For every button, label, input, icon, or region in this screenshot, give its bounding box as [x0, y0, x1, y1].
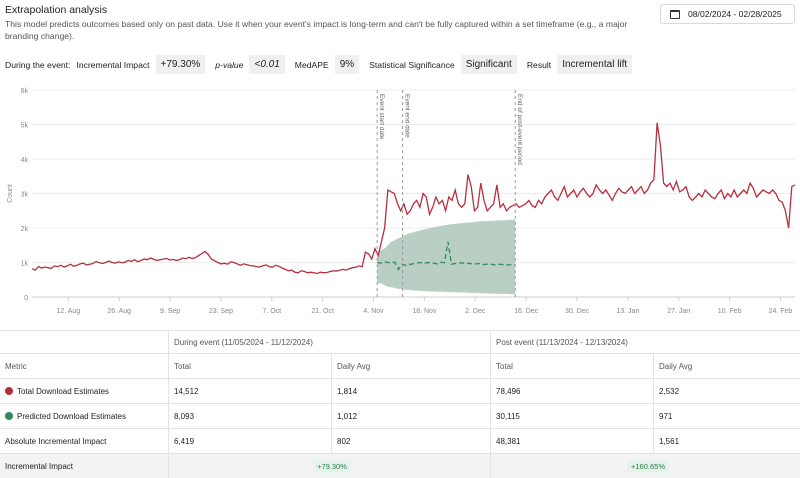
cell: 1,012	[332, 404, 491, 429]
extrapolation-chart: 0 1k 2k 3k 4k 5k 6k Count 12. Aug 26. Aug 9. Sep 23…	[0, 84, 800, 324]
x-tick-label: 21. Oct	[311, 308, 334, 315]
cell: 8,093	[169, 404, 332, 429]
results-table: During event (11/05/2024 - 11/12/2024) P…	[0, 330, 800, 478]
significance-label: Statistical Significance	[369, 60, 455, 70]
col-metric: Metric	[0, 354, 169, 379]
y-tick-label: 2k	[21, 226, 29, 233]
col-during-total: Total	[169, 354, 332, 379]
during-event-header: During event (11/05/2024 - 11/12/2024)	[169, 331, 491, 354]
x-tick-label: 27. Jan	[667, 308, 690, 315]
predicted-series-dot-icon	[5, 412, 13, 420]
event-marker-label: Event end date	[404, 94, 411, 138]
col-post-daily: Daily Avg	[654, 354, 800, 379]
incremental-impact-value: +79.30%	[156, 55, 206, 74]
y-tick-label: 1k	[21, 261, 29, 268]
x-tick-label: 23. Sep	[209, 308, 233, 315]
significance-value: Significant	[461, 55, 517, 74]
y-tick-label: 5k	[21, 123, 29, 130]
post-impact-pill: +160.65%	[627, 460, 669, 473]
metrics-bar: During the event: Incremental Impact +79…	[5, 55, 642, 74]
x-tick-label: 18. Nov	[412, 308, 437, 315]
table-row: Total Download Estimates 14,512 1,814 78…	[0, 379, 800, 404]
cell: 78,496	[491, 379, 654, 404]
cell: 2,532	[654, 379, 800, 404]
page-description: This model predicts outcomes based only …	[5, 18, 655, 42]
row-label: Absolute Incremental Impact	[0, 429, 169, 454]
x-tick-label: 24. Feb	[769, 308, 793, 315]
pvalue-value: <0.01	[249, 55, 284, 74]
col-post-total: Total	[491, 354, 654, 379]
total-series-dot-icon	[5, 387, 13, 395]
cell: 30,115	[491, 404, 654, 429]
table-row: Predicted Download Estimates 8,093 1,012…	[0, 404, 800, 429]
row-label: Predicted Download Estimates	[17, 412, 126, 421]
row-label: Total Download Estimates	[17, 387, 109, 396]
col-during-daily: Daily Avg	[332, 354, 491, 379]
during-event-label: During the event:	[5, 60, 70, 70]
cell: 48,381	[491, 429, 654, 454]
row-label: Incremental Impact	[0, 454, 169, 478]
date-range-picker[interactable]: 08/02/2024 - 02/28/2025	[660, 4, 795, 24]
y-tick-label: 6k	[21, 88, 29, 95]
cell: 971	[654, 404, 800, 429]
medape-label: MedAPE	[295, 60, 329, 70]
table-header-row: During event (11/05/2024 - 11/12/2024) P…	[0, 331, 800, 354]
post-event-header: Post event (11/13/2024 - 12/13/2024)	[491, 331, 800, 354]
date-range-text: 08/02/2024 - 02/28/2025	[688, 9, 782, 19]
cell: 1,814	[332, 379, 491, 404]
page-title: Extrapolation analysis	[5, 4, 107, 16]
result-label: Result	[527, 60, 551, 70]
pvalue-label: p-value	[215, 60, 243, 70]
y-tick-label: 4k	[21, 157, 29, 164]
table-row: Absolute Incremental Impact 6,419 802 48…	[0, 429, 800, 454]
x-tick-label: 4. Nov	[363, 308, 384, 315]
confidence-band	[377, 220, 515, 295]
during-impact-pill: +79.30%	[313, 460, 351, 473]
x-tick-label: 7. Oct	[262, 308, 281, 315]
chart-svg: 0 1k 2k 3k 4k 5k 6k Count 12. Aug 26. Aug 9. Sep 23…	[0, 84, 800, 324]
y-tick-label: 0	[24, 295, 28, 302]
cell: 6,419	[169, 429, 332, 454]
event-marker-label: Event start date	[378, 94, 385, 140]
event-marker-label: End of post-event period	[516, 94, 523, 165]
x-tick-label: 26. Aug	[107, 308, 131, 315]
y-axis-label: Count	[7, 184, 14, 203]
x-tick-label: 10. Feb	[718, 308, 742, 315]
y-tick-label: 3k	[21, 192, 29, 199]
x-tick-label: 2. Dec	[465, 308, 486, 315]
cell: 802	[332, 429, 491, 454]
x-tick-label: 12. Aug	[56, 308, 80, 315]
x-tick-label: 13. Jan	[616, 308, 639, 315]
calendar-icon	[670, 10, 680, 19]
table-subheader-row: Metric Total Daily Avg Total Daily Avg	[0, 354, 800, 379]
x-tick-label: 16. Dec	[514, 308, 539, 315]
x-tick-label: 30. Dec	[565, 308, 590, 315]
medape-value: 9%	[335, 55, 359, 74]
incremental-impact-label: Incremental Impact	[76, 60, 149, 70]
result-value: Incremental lift	[557, 55, 632, 74]
cell: 1,561	[654, 429, 800, 454]
table-row: Incremental Impact +79.30% +160.65%	[0, 454, 800, 478]
cell: 14,512	[169, 379, 332, 404]
x-tick-label: 9. Sep	[160, 308, 180, 315]
